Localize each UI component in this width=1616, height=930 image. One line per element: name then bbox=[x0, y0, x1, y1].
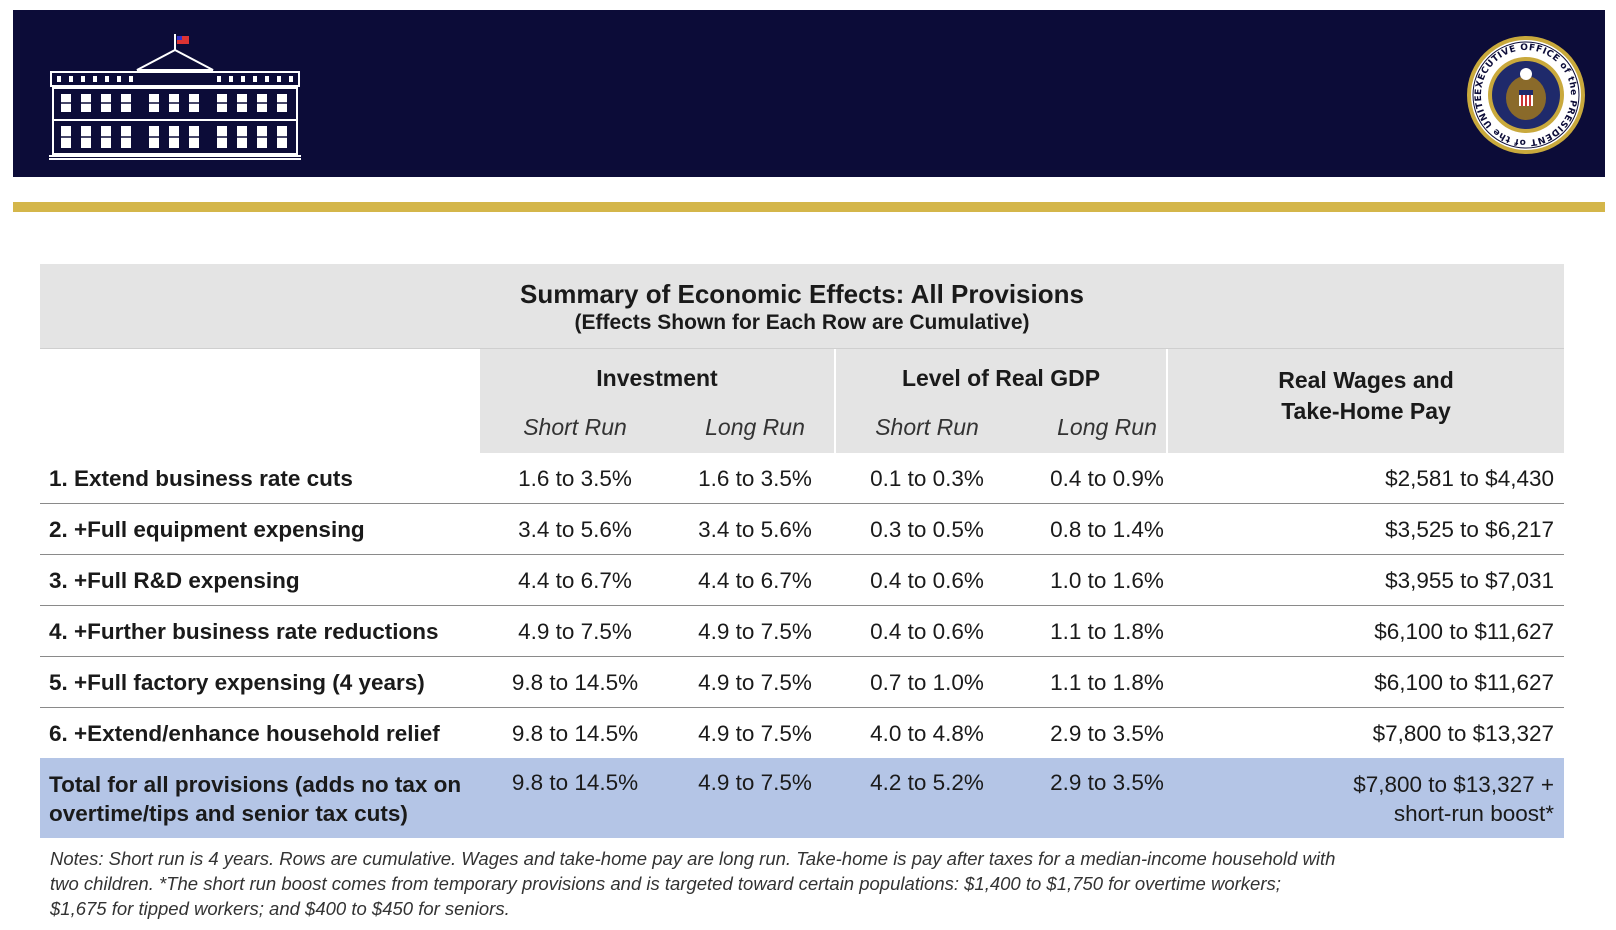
wages-cell: $2,581 to $4,430 bbox=[1385, 466, 1554, 491]
row-label: 1. Extend business rate cuts bbox=[49, 466, 353, 491]
gdp-short-cell: 0.1 to 0.3% bbox=[870, 466, 984, 491]
gdp-short-cell: 0.7 to 1.0% bbox=[870, 670, 984, 695]
gdp-long-cell: 1.1 to 1.8% bbox=[1050, 619, 1164, 644]
total-label-line2: overtime/tips and senior tax cuts) bbox=[49, 801, 408, 826]
table-title-band: Summary of Economic Effects: All Provisi… bbox=[40, 264, 1564, 349]
table-subtitle: (Effects Shown for Each Row are Cumulati… bbox=[574, 311, 1030, 334]
inv-short-cell: 9.8 to 14.5% bbox=[511, 721, 639, 746]
total-row: Total for all provisions (adds no tax on… bbox=[40, 758, 1564, 838]
inv-short-cell: 3.4 to 5.6% bbox=[518, 517, 632, 542]
gdp-long-cell: 2.9 to 3.5% bbox=[1050, 721, 1164, 746]
notes-line3: $1,675 for tipped workers; and $400 to $… bbox=[50, 898, 510, 919]
group-header-wages: Real Wages and Take-Home Pay bbox=[1168, 365, 1564, 427]
row-label: 4. +Further business rate reductions bbox=[49, 619, 439, 644]
subheader-gdp-long: Long Run bbox=[1057, 414, 1157, 440]
inv-long-cell: 4.4 to 6.7% bbox=[698, 568, 812, 593]
inv-short-cell: 4.4 to 6.7% bbox=[518, 568, 632, 593]
header-bg-wages bbox=[1168, 349, 1564, 453]
total-wages-line1: $7,800 to $13,327 + bbox=[1353, 772, 1554, 797]
gdp-short-cell: 0.4 to 0.6% bbox=[870, 619, 984, 644]
total-inv-short-cell: 9.8 to 14.5% bbox=[511, 770, 639, 795]
total-label: Total for all provisions (adds no tax on… bbox=[49, 770, 461, 828]
total-inv-long-cell: 4.9 to 7.5% bbox=[698, 770, 812, 795]
table-row: 4. +Further business rate reductions 4.9… bbox=[40, 606, 1564, 657]
inv-long-cell: 4.9 to 7.5% bbox=[698, 670, 812, 695]
gdp-long-cell: 0.4 to 0.9% bbox=[1050, 466, 1164, 491]
gdp-short-cell: 4.0 to 4.8% bbox=[870, 721, 984, 746]
column-headers: Investment Level of Real GDP Real Wages … bbox=[40, 349, 1564, 453]
header-banner: EXECUTIVE OFFICE of the PRESIDENT of the… bbox=[13, 10, 1605, 177]
table-row: 5. +Full factory expensing (4 years) 9.8… bbox=[40, 657, 1564, 708]
row-label: 2. +Full equipment expensing bbox=[49, 517, 365, 542]
subheader-gdp-short: Short Run bbox=[875, 414, 979, 440]
gold-divider bbox=[13, 202, 1605, 212]
wages-cell: $3,525 to $6,217 bbox=[1385, 517, 1554, 542]
wages-cell: $3,955 to $7,031 bbox=[1385, 568, 1554, 593]
table-row: 6. +Extend/enhance household relief 9.8 … bbox=[40, 708, 1564, 758]
wages-header-line1: Real Wages and bbox=[1278, 367, 1454, 393]
table-row: 1. Extend business rate cuts 1.6 to 3.5%… bbox=[40, 453, 1564, 504]
subheader-inv-short: Short Run bbox=[523, 414, 627, 440]
subheader-inv-long: Long Run bbox=[705, 414, 805, 440]
gdp-long-cell: 1.0 to 1.6% bbox=[1050, 568, 1164, 593]
gdp-long-cell: 1.1 to 1.8% bbox=[1050, 670, 1164, 695]
inv-long-cell: 1.6 to 3.5% bbox=[698, 466, 812, 491]
row-label: 3. +Full R&D expensing bbox=[49, 568, 300, 593]
table-notes: Notes: Short run is 4 years. Rows are cu… bbox=[50, 846, 1560, 921]
presidential-seal-icon: EXECUTIVE OFFICE of the PRESIDENT of the… bbox=[1465, 34, 1585, 154]
table-row: 3. +Full R&D expensing 4.4 to 6.7% 4.4 t… bbox=[40, 555, 1564, 606]
wages-cell: $6,100 to $11,627 bbox=[1374, 670, 1554, 695]
group-header-investment: Investment bbox=[596, 365, 718, 391]
wages-header-line2: Take-Home Pay bbox=[1281, 398, 1451, 424]
wages-cell: $6,100 to $11,627 bbox=[1374, 619, 1554, 644]
total-wages-line2: short-run boost* bbox=[1393, 801, 1554, 826]
gdp-short-cell: 0.3 to 0.5% bbox=[870, 517, 984, 542]
table-row: 2. +Full equipment expensing 3.4 to 5.6%… bbox=[40, 504, 1564, 555]
inv-short-cell: 9.8 to 14.5% bbox=[511, 670, 639, 695]
total-label-line1: Total for all provisions (adds no tax on bbox=[49, 772, 462, 797]
wages-cell: $7,800 to $13,327 bbox=[1372, 721, 1554, 746]
group-header-gdp: Level of Real GDP bbox=[901, 365, 1101, 391]
inv-long-cell: 4.9 to 7.5% bbox=[698, 721, 812, 746]
total-wages-cell: $7,800 to $13,327 + short-run boost* bbox=[1353, 770, 1554, 828]
summary-table: Summary of Economic Effects: All Provisi… bbox=[40, 264, 1564, 838]
total-gdp-short-cell: 4.2 to 5.2% bbox=[870, 770, 984, 795]
notes-line1: Notes: Short run is 4 years. Rows are cu… bbox=[50, 848, 1336, 869]
notes-line2: two children. *The short run boost comes… bbox=[50, 873, 1281, 894]
inv-long-cell: 3.4 to 5.6% bbox=[698, 517, 812, 542]
gdp-long-cell: 0.8 to 1.4% bbox=[1050, 517, 1164, 542]
row-label: 5. +Full factory expensing (4 years) bbox=[49, 670, 425, 695]
inv-short-cell: 4.9 to 7.5% bbox=[518, 619, 632, 644]
table-title: Summary of Economic Effects: All Provisi… bbox=[520, 279, 1084, 309]
row-label: 6. +Extend/enhance household relief bbox=[49, 721, 440, 746]
total-gdp-long-cell: 2.9 to 3.5% bbox=[1050, 770, 1164, 795]
gdp-short-cell: 0.4 to 0.6% bbox=[870, 568, 984, 593]
inv-long-cell: 4.9 to 7.5% bbox=[698, 619, 812, 644]
white-house-logo bbox=[49, 34, 301, 160]
header-bg-investment bbox=[480, 349, 834, 453]
inv-short-cell: 1.6 to 3.5% bbox=[518, 466, 632, 491]
header-bg-gdp bbox=[836, 349, 1166, 453]
